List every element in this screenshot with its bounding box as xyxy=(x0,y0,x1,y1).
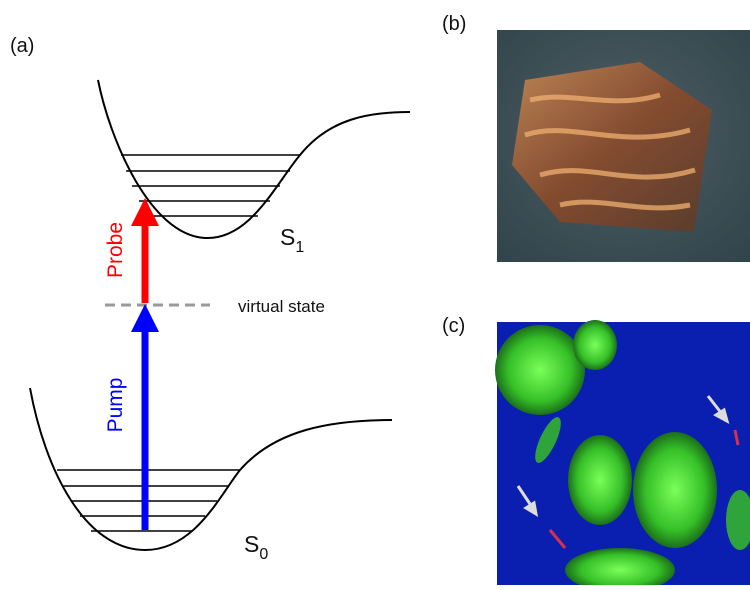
panel-label: (b) xyxy=(442,13,466,35)
state-subscript: 1 xyxy=(295,239,304,256)
cell-cluster xyxy=(633,432,717,548)
image-c xyxy=(495,320,750,585)
state-letter: S xyxy=(280,224,295,250)
image-b xyxy=(497,30,750,262)
lower-state-label: S0 xyxy=(244,531,268,563)
virtual-state-label: virtual state xyxy=(238,297,325,316)
lower-curve xyxy=(30,388,392,550)
cell-cluster xyxy=(495,325,585,415)
cell-cluster xyxy=(573,320,617,370)
panel-label: (c) xyxy=(442,315,465,337)
probe-label: Probe xyxy=(104,222,127,278)
state-subscript: 0 xyxy=(259,546,268,563)
panel-label: (a) xyxy=(10,35,34,57)
cell-cluster xyxy=(568,435,632,525)
pump-label: Pump xyxy=(104,378,127,433)
potential-curves xyxy=(30,80,410,550)
state-letter: S xyxy=(244,531,259,557)
figure: (a) Probe Pump virtual state S1 S0 (b) xyxy=(0,0,750,585)
upper-state-label: S1 xyxy=(280,224,304,256)
vibrational-levels xyxy=(57,155,300,531)
